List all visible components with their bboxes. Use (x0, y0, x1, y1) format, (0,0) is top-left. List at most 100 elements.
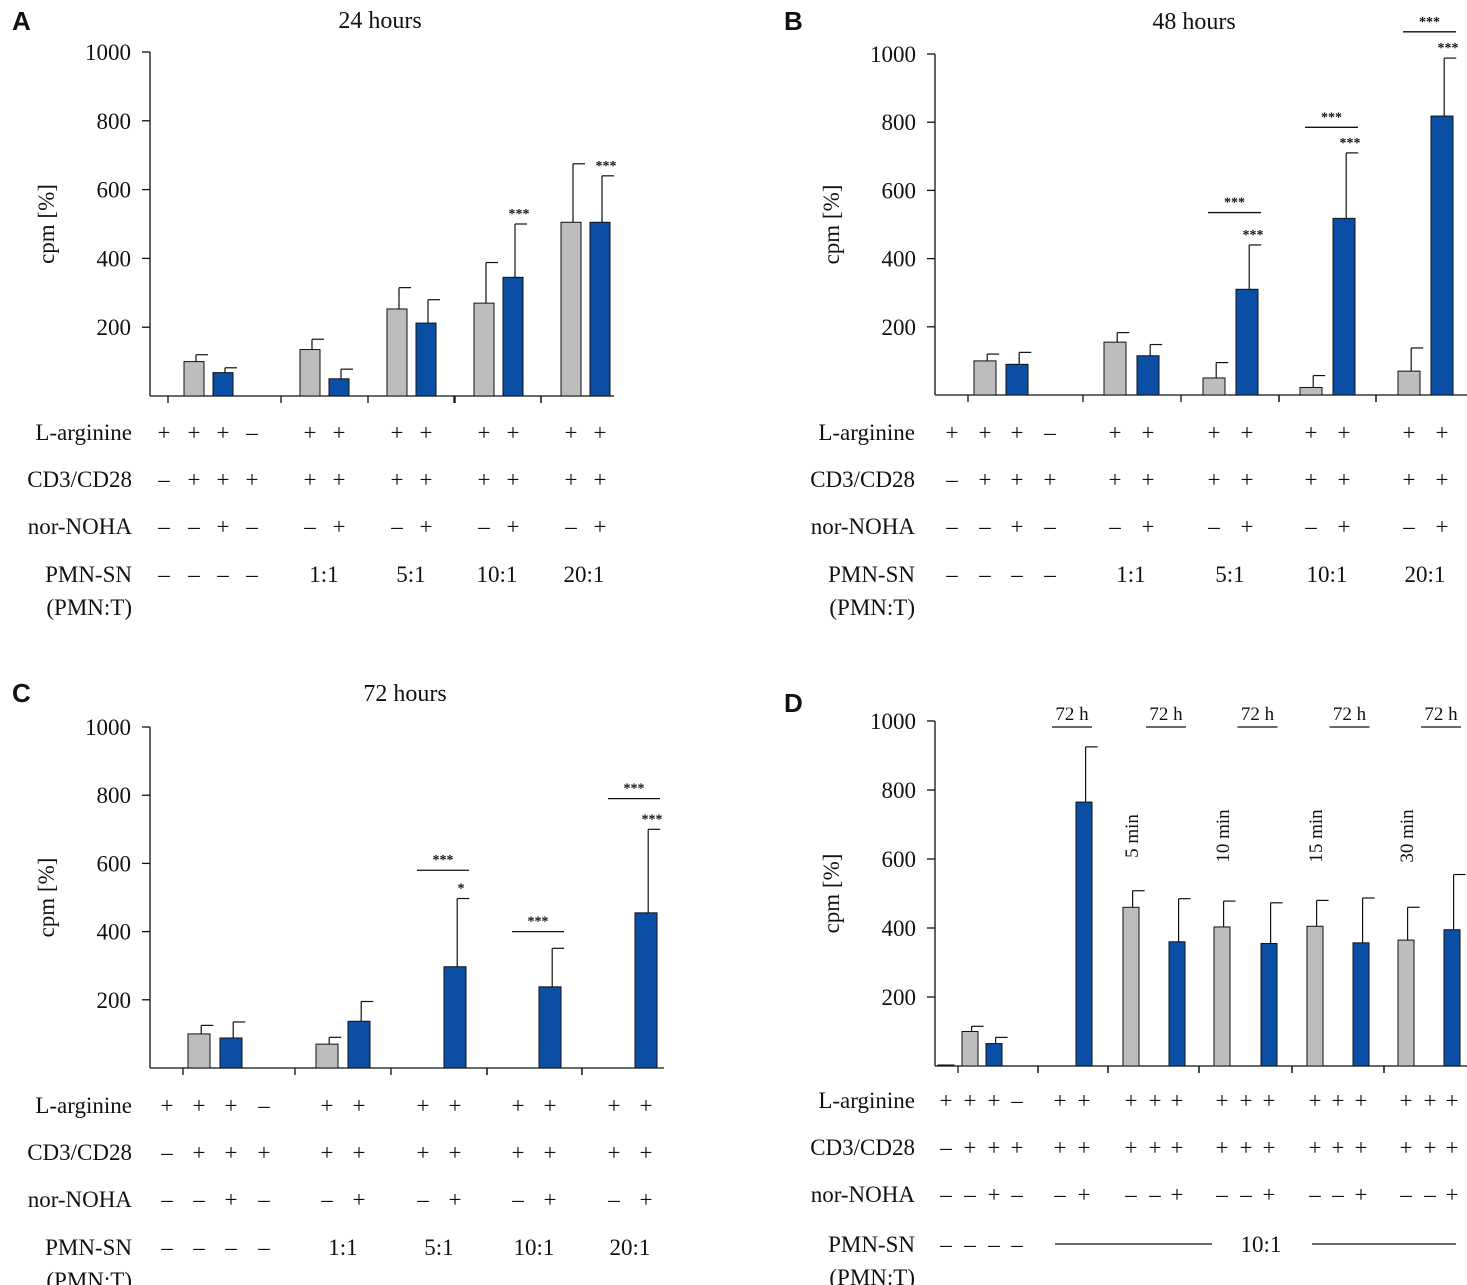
y-tick-label: 400 (97, 246, 132, 271)
plus-sign: + (1149, 1135, 1162, 1160)
plus-sign: + (1241, 420, 1254, 445)
plus-sign: + (188, 420, 201, 445)
minus-sign: – (257, 1235, 270, 1260)
bar-blue (1352, 942, 1370, 1067)
bar-blue (1332, 217, 1356, 396)
minus-sign: – (416, 1187, 429, 1212)
comparison-significance: *** (528, 915, 549, 930)
ratio-label: 1:1 (1116, 562, 1145, 587)
minus-sign: – (1010, 1182, 1023, 1207)
plus-sign: + (417, 1140, 430, 1165)
y-tick-label: 200 (882, 315, 917, 340)
row-label: L-arginine (35, 420, 132, 445)
bar-gray (386, 308, 408, 397)
plus-sign: + (608, 1093, 621, 1118)
row-label: (PMN:T) (829, 1265, 915, 1285)
minus-sign: – (187, 514, 200, 539)
plus-sign: + (258, 1140, 271, 1165)
plus-sign: + (1403, 420, 1416, 445)
bar-blue (589, 221, 611, 397)
plus-sign: + (449, 1187, 462, 1212)
plus-sign: + (1011, 467, 1024, 492)
row-label: CD3/CD28 (810, 1135, 915, 1160)
minus-sign: – (192, 1235, 205, 1260)
y-tick-label: 800 (97, 109, 132, 134)
plus-sign: + (1240, 1088, 1253, 1113)
minus-sign: – (390, 514, 403, 539)
plus-sign: + (1332, 1135, 1345, 1160)
plus-sign: + (391, 467, 404, 492)
plus-sign: + (1355, 1088, 1368, 1113)
plus-sign: + (640, 1093, 653, 1118)
row-label: nor-NOHA (28, 1187, 133, 1212)
duration-label: 30 min (1397, 809, 1418, 863)
time-header: 72 h (1055, 704, 1089, 725)
minus-sign: – (1207, 514, 1220, 539)
comparison-significance: *** (433, 853, 454, 868)
minus-sign: – (1043, 420, 1056, 445)
bar-gray (1202, 377, 1226, 396)
minus-sign: – (157, 467, 170, 492)
plus-sign: + (565, 420, 578, 445)
minus-sign: – (1308, 1182, 1321, 1207)
bar-gray (1299, 386, 1323, 396)
plus-sign: + (1109, 467, 1122, 492)
plus-sign: + (1305, 467, 1318, 492)
plus-sign: + (417, 1093, 430, 1118)
plus-sign: + (478, 420, 491, 445)
ratio-label: 10:1 (514, 1235, 555, 1260)
bar-gray (1397, 939, 1415, 1067)
minus-sign: – (511, 1187, 524, 1212)
minus-sign: – (1215, 1182, 1228, 1207)
y-tick-label: 1000 (870, 709, 916, 734)
plus-sign: + (1338, 514, 1351, 539)
minus-sign: – (320, 1187, 333, 1212)
plus-sign: + (188, 467, 201, 492)
minus-sign: – (987, 1232, 1000, 1257)
bar-gray (315, 1043, 339, 1069)
minus-sign: – (963, 1232, 976, 1257)
minus-sign: – (978, 562, 991, 587)
minus-sign: – (1010, 1088, 1023, 1113)
panel-D: D 200 400 600 800 1000 cpm [%] L-arginine CD3/CD… (784, 688, 1467, 1285)
minus-sign: – (945, 467, 958, 492)
plus-sign: + (544, 1140, 557, 1165)
significance-mark: *** (596, 159, 617, 174)
plus-sign: + (507, 467, 520, 492)
plus-sign: + (988, 1182, 1001, 1207)
minus-sign: – (945, 562, 958, 587)
minus-sign: – (187, 562, 200, 587)
plus-sign: + (321, 1140, 334, 1165)
minus-sign: – (1108, 514, 1121, 539)
bar-gray (473, 302, 495, 397)
minus-sign: – (160, 1235, 173, 1260)
ratio-label: 20:1 (564, 562, 605, 587)
plus-sign: + (1149, 1088, 1162, 1113)
comparison-significance: *** (1224, 196, 1245, 211)
plus-sign: + (225, 1187, 238, 1212)
minus-sign: – (192, 1187, 205, 1212)
bar-blue (634, 912, 658, 1069)
plus-sign: + (594, 467, 607, 492)
plus-sign: + (1436, 467, 1449, 492)
bar-blue (1168, 941, 1186, 1067)
ratio-label: 20:1 (1405, 562, 1446, 587)
plus-sign: + (565, 467, 578, 492)
minus-sign: – (945, 514, 958, 539)
minus-sign: – (245, 514, 258, 539)
plus-sign: + (640, 1187, 653, 1212)
plus-sign: + (1054, 1135, 1067, 1160)
significance-mark: * (458, 882, 465, 897)
plus-sign: + (1436, 514, 1449, 539)
bar-gray (1103, 341, 1127, 396)
y-tick-label: 1000 (85, 715, 131, 740)
plus-sign: + (420, 420, 433, 445)
plus-sign: + (1338, 467, 1351, 492)
chart-title: 48 hours (1152, 9, 1235, 35)
plus-sign: + (1125, 1088, 1138, 1113)
bar-gray (187, 1033, 211, 1069)
minus-sign: – (157, 562, 170, 587)
plus-sign: + (217, 514, 230, 539)
plus-sign: + (304, 467, 317, 492)
